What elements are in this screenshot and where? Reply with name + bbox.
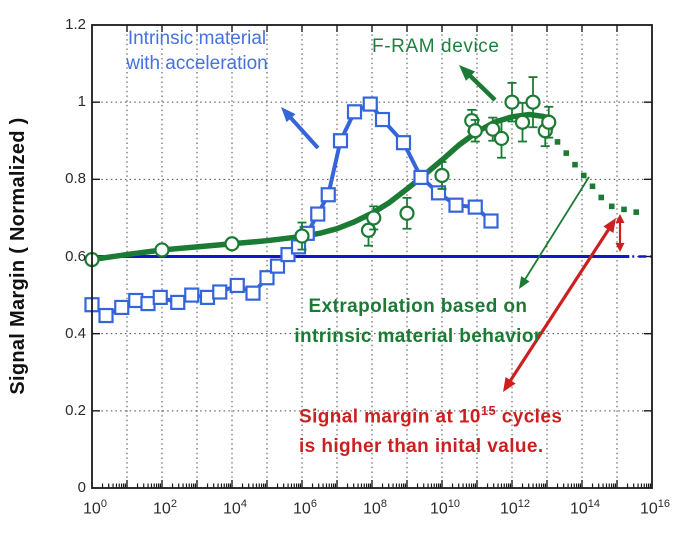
red-text-superscript: 15 (480, 403, 497, 418)
y-axis-label: Signal Margin ( Normalized ) (7, 117, 29, 395)
annotation-extrapolation: Extrapolation based on intrinsic materia… (268, 292, 568, 352)
intrinsic-square-marker (152, 289, 168, 305)
annotation-extrapolation-line2: intrinsic material behavior (294, 326, 542, 347)
intrinsic-square-marker (212, 284, 228, 300)
x-tick-label: 108 (363, 498, 387, 518)
green-thin-arrow-extrapolation-head (519, 276, 530, 289)
fram-circle-marker (434, 167, 450, 184)
x-tick-label: 1010 (429, 498, 461, 518)
extrapolation-dot (633, 209, 640, 215)
y-tick-label: 0.4 (65, 324, 86, 342)
intrinsic-square-marker (269, 258, 286, 274)
red-long-double-arrow-head (503, 376, 516, 392)
intrinsic-square-marker (320, 187, 336, 203)
fram-circle-marker (294, 228, 310, 244)
y-tick-label: 0.6 (65, 247, 86, 265)
fram-circle-marker (504, 94, 520, 110)
x-tick-label: 104 (223, 498, 247, 518)
intrinsic-square-marker (199, 289, 216, 305)
intrinsic-square-marker (332, 133, 349, 149)
intrinsic-square-marker (362, 96, 378, 112)
intrinsic-square-marker (128, 292, 144, 309)
annotation-intrinsic-line1: Intrinsic material (127, 28, 267, 49)
plot-border (91, 24, 653, 489)
red-short-double-arrow-head (615, 214, 625, 223)
fram-circle-marker (224, 236, 240, 252)
fram-circle-marker (154, 242, 170, 258)
intrinsic-square-marker (413, 169, 429, 186)
extrapolation-dot (580, 172, 587, 179)
y-tick-label: 0.8 (65, 170, 86, 188)
y-tick-label: 1.2 (65, 16, 86, 33)
red-long-double-arrow-shaft (506, 225, 613, 385)
intrinsic-square-marker (346, 104, 363, 120)
extrapolation-dot (589, 183, 596, 190)
green-arrow-to-fram-label-head (459, 65, 476, 81)
y-tick-label: 0 (77, 479, 86, 496)
annotation-intrinsic-material: Intrinsic material with acceleration (96, 26, 298, 76)
intrinsic-square-marker (374, 111, 391, 128)
red-short-double-arrow-head (615, 243, 625, 252)
blue-arrow-to-intrinsic-label-head (281, 107, 296, 123)
fram-circle-marker (541, 114, 557, 130)
intrinsic-square-marker (229, 277, 245, 294)
fram-circle-marker (366, 210, 382, 226)
intrinsic-square-marker (448, 197, 464, 213)
intrinsic-square-marker (114, 299, 130, 316)
intrinsic-square-marker (98, 307, 114, 324)
fram-circle-marker (467, 123, 483, 139)
green-arrow-to-fram-label-shaft (465, 71, 497, 102)
extrapolation-dot (608, 203, 615, 210)
x-tick-label: 102 (153, 498, 177, 518)
fram-circle-marker (485, 121, 501, 137)
intrinsic-line (90, 102, 493, 318)
extrapolation-dot (621, 206, 627, 213)
y-tick-label: 0.2 (65, 401, 86, 419)
x-tick-label: 1012 (499, 498, 531, 518)
fram-circle-marker (399, 205, 415, 221)
intrinsic-square-marker (310, 206, 326, 222)
intrinsic-square-marker (395, 135, 412, 151)
intrinsic-square-marker (245, 285, 261, 301)
intrinsic-square-marker (184, 287, 200, 303)
annotation-signal-margin-line1: Signal margin at 1015 cycles (299, 396, 562, 432)
intrinsic-square-marker (170, 294, 186, 311)
y-tick-label: 1 (77, 93, 86, 111)
red-long-double-arrow-head (603, 218, 616, 234)
x-tick-label: 1014 (569, 498, 601, 518)
intrinsic-square-marker (467, 199, 483, 215)
red-text-post: cycles (496, 406, 563, 428)
extrapolation-dot (598, 194, 605, 201)
annotation-signal-margin-line2: is higher than inital value. (299, 436, 544, 458)
intrinsic-square-marker (483, 213, 499, 229)
blue-arrow-to-intrinsic-label-shaft (286, 113, 320, 150)
extrapolation-dot (554, 139, 561, 145)
annotation-fram-device: F-RAM device (372, 36, 500, 57)
annotation-intrinsic-line2: with acceleration (126, 53, 268, 74)
fram-circle-marker (514, 114, 531, 130)
intrinsic-square-marker (140, 295, 156, 312)
annotation-signal-margin: Signal margin at 1015 cycles is higher t… (299, 396, 562, 462)
extrapolation-dot (563, 150, 570, 156)
red-text-pre: Signal margin at 10 (299, 406, 481, 428)
intrinsic-square-marker (259, 270, 275, 286)
x-tick-label: 106 (293, 498, 317, 518)
x-tick-label: 1016 (639, 498, 671, 518)
fram-circle-marker (493, 130, 510, 147)
annotation-extrapolation-line1: Extrapolation based on (308, 296, 528, 317)
fram-circle-marker (525, 94, 541, 110)
x-tick-label: 100 (83, 498, 107, 518)
extrapolation-dot (572, 161, 578, 168)
green-thin-arrow-extrapolation-shaft (522, 176, 590, 283)
